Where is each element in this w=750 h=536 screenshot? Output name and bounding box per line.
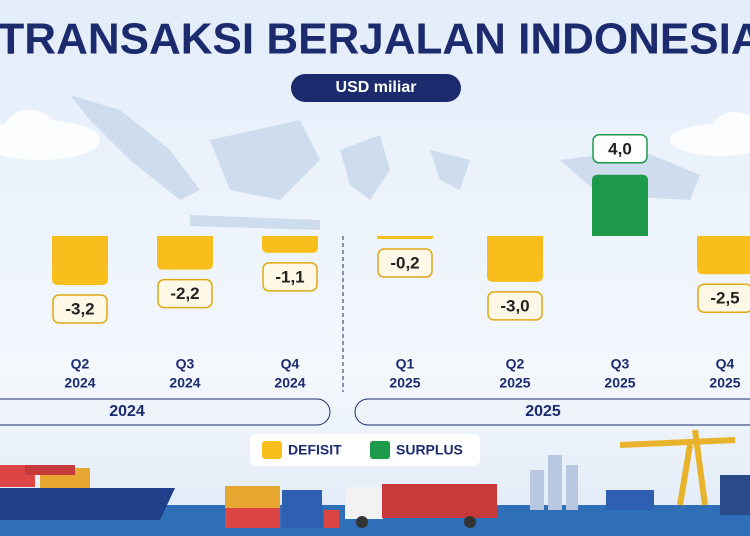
legend-label: DEFISIT [288,442,342,458]
bar [52,236,108,285]
value-label: -0,2 [390,254,419,273]
bar [487,236,543,282]
chart-title: TRANSAKSI BERJALAN INDONESIA [0,15,750,64]
x-tick-label: Q3 [176,356,195,372]
value-label: -3,2 [65,299,94,318]
clouds [0,110,750,160]
group-label: 2024 [109,403,145,420]
scenery [0,429,750,536]
bar [157,236,213,270]
group-pill [0,398,331,426]
value-label: -2,5 [710,289,739,308]
bar [592,174,648,236]
bar [697,236,750,275]
value-label: -1,1 [275,267,304,286]
x-tick-label: Q1 [396,356,415,372]
group-label: 2025 [525,403,561,420]
value-label-box [487,291,543,321]
bar [262,236,318,253]
value-label: -3,0 [500,296,529,315]
x-tick-label: 2025 [709,375,740,391]
value-label-box [52,294,108,324]
legend-swatch [370,441,390,459]
value-label-box [377,248,433,278]
x-tick-label: 2025 [499,375,530,391]
x-tick-label: Q4 [281,356,300,372]
x-tick-label: Q3 [611,356,630,372]
x-tick-label: 2024 [274,375,305,391]
x-tick-label: Q4 [716,356,735,372]
value-label-box [262,262,318,292]
value-label-box [592,134,648,164]
x-tick-label: 2024 [169,375,200,391]
legend-swatch [262,441,282,459]
x-tick-label: 2025 [604,375,635,391]
x-tick-label: 2024 [64,375,95,391]
x-tick-label: Q2 [506,356,525,372]
subtitle-pill [291,74,461,102]
group-pill [354,398,750,426]
value-label-box [697,283,750,313]
subtitle: USD miliar [336,79,417,96]
x-tick-label: Q2 [71,356,90,372]
legend-box [250,434,480,466]
value-label: -2,2 [170,284,199,303]
bar [377,236,433,240]
value-label: 4,0 [608,139,632,158]
x-tick-label: 2025 [389,375,420,391]
legend-label: SURPLUS [396,442,463,458]
value-label-box [157,278,213,309]
